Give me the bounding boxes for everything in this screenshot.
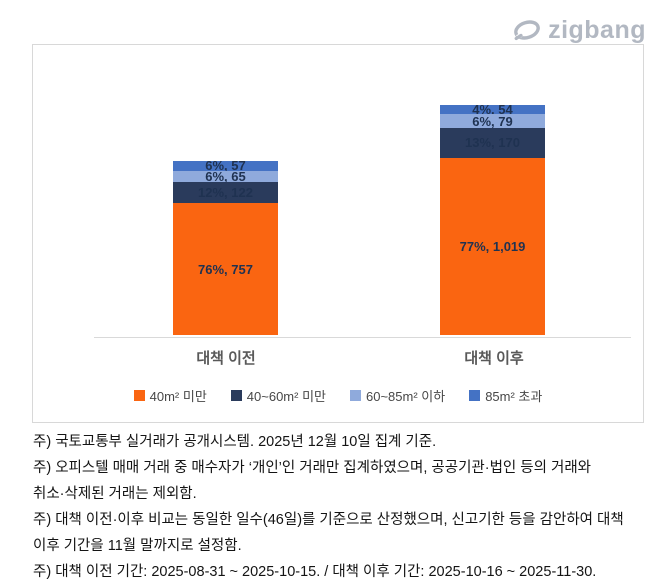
legend-item: 60~85m² 이하: [350, 386, 445, 405]
segment-label: 13%, 170: [465, 135, 520, 151]
bar-segment: 13%, 170: [440, 128, 545, 158]
note-line: 이후 기간을 11월 말까지로 설정함.: [33, 538, 242, 554]
segment-label: 6%, 79: [472, 113, 513, 129]
bar-segment: 77%, 1,019: [440, 157, 545, 335]
segment-label: 6%, 57: [205, 158, 246, 174]
note-line: 주) 국토교통부 실거래가 공개시스템. 2025년 12월 10일 집계 기준…: [33, 434, 437, 450]
legend-swatch-icon: [469, 390, 481, 401]
note-line: 주) 대책 이전 기간: 2025-08-31 ~ 2025-10-15. / …: [33, 564, 597, 580]
bar: 76%, 757 12%, 122 6%, 65 6%, 57: [173, 158, 278, 335]
category-label-after: 대책 이후: [464, 350, 524, 367]
note-line: 주) 오피스텔 매매 거래 중 매수자가 ‘개인’인 거래만 집계하였으며, 공…: [33, 460, 592, 476]
footnotes: 주) 국토교통부 실거래가 공개시스템. 2025년 12월 10일 집계 기준…: [33, 429, 657, 585]
segment-label: 4%, 54: [472, 102, 513, 118]
chart-area: 76%, 757 12%, 122 6%, 65 6%, 57 77%, 1,019 1…: [32, 44, 644, 423]
zigbang-logo-text: zigbang: [548, 15, 646, 44]
legend: 40m² 미만 40~60m² 미만 60~85m² 이하 85m² 초과: [33, 386, 643, 405]
segment-label: 12%, 122: [198, 185, 253, 201]
legend-label: 85m² 초과: [485, 389, 543, 404]
note-line: 주) 대책 이전·이후 비교는 동일한 일수(46일)를 기준으로 산정했으며,…: [33, 512, 624, 528]
legend-swatch-icon: [350, 390, 361, 401]
bar: 77%, 1,019 13%, 170 6%, 79 4%, 54: [440, 102, 545, 335]
bar-segment: 6%, 57: [173, 158, 278, 174]
legend-item: 40m² 미만: [133, 386, 207, 405]
legend-item: 40~60m² 미만: [230, 386, 326, 405]
legend-label: 40m² 미만: [149, 389, 207, 404]
bar-segment: 6%, 65: [173, 168, 278, 184]
segment-label: 6%, 65: [205, 168, 246, 184]
bar-segment: 12%, 122: [173, 182, 278, 204]
note-line: 취소·삭제된 거래는 제외함.: [33, 486, 197, 502]
bar-segment: 4%, 54: [440, 102, 545, 118]
legend-item: 85m² 초과: [469, 386, 542, 405]
zigbang-logo: zigbang: [511, 16, 646, 44]
x-axis-line: [94, 337, 631, 338]
legend-swatch-icon: [230, 390, 242, 401]
bar-segment: 6%, 79: [440, 113, 545, 129]
segment-label: 77%, 1,019: [459, 238, 526, 254]
legend-label: 40~60m² 미만: [246, 389, 326, 404]
zigbang-logo-icon: [511, 16, 543, 44]
bar-segment: 76%, 757: [173, 203, 278, 335]
category-label-before: 대책 이전: [196, 350, 256, 367]
segment-label: 76%, 757: [198, 261, 253, 277]
legend-label: 60~85m² 이하: [366, 389, 446, 404]
legend-swatch-icon: [133, 390, 145, 401]
